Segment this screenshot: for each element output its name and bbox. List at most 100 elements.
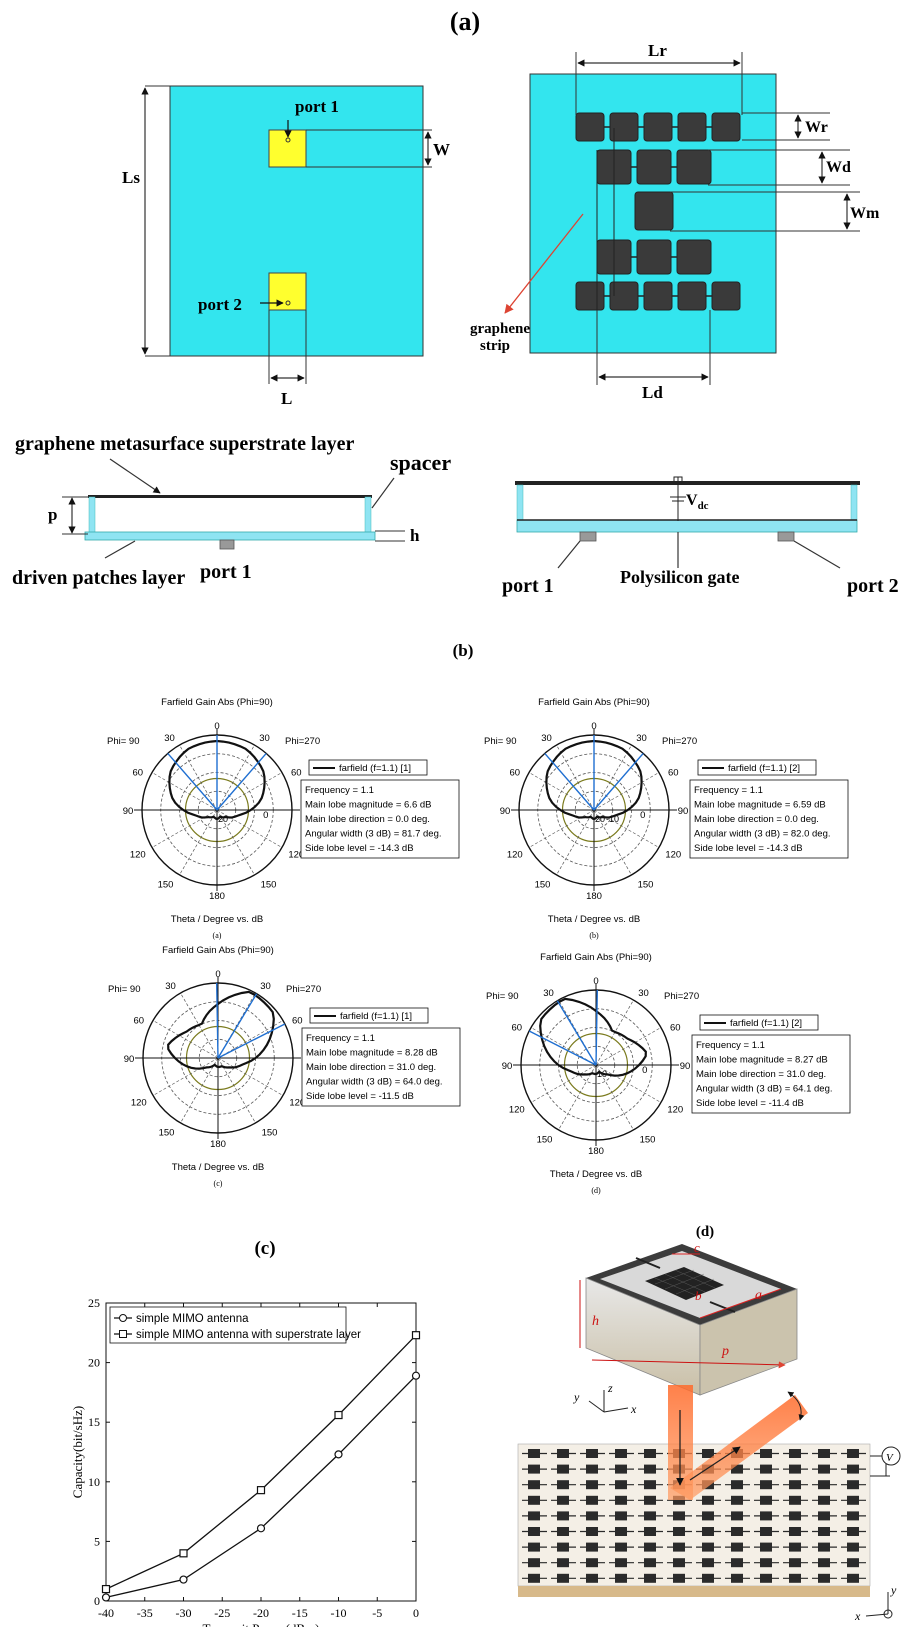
label-y-bottom: y	[890, 1583, 897, 1597]
data-point-square	[411, 1331, 421, 1340]
polar-tick-label: 30	[165, 981, 176, 992]
polar-tick-label: 120	[131, 1098, 147, 1109]
x-tick-label: -40	[98, 1606, 114, 1620]
polar-legend-text: farfield (f=1.1) [1]	[339, 763, 411, 774]
main-lobe-line	[593, 752, 644, 811]
polar-info-line: Frequency = 1.1	[305, 785, 374, 796]
label-h: h	[410, 526, 420, 545]
polar-grid-spoke	[593, 744, 632, 811]
polar-info-line: Side lobe level = -11.4 dB	[696, 1098, 804, 1109]
polar-tick-label: 30	[260, 981, 271, 992]
polar-tick-label: 120	[667, 1105, 683, 1116]
phi-left-label: Phi= 90	[107, 736, 140, 747]
polar-grid-spoke	[179, 809, 218, 876]
polar-tick-label: 0	[591, 721, 596, 732]
phi-right-label: Phi=270	[664, 991, 699, 1002]
polar-tick-label: 0	[593, 976, 598, 987]
polar-grid-spoke	[595, 1064, 662, 1103]
polar-tick-label: 0	[642, 1065, 647, 1076]
polar-info-line: Angular width (3 dB) = 82.0 deg.	[694, 829, 831, 840]
capacity-chart: -40 -35 -30 -25 -20 -15 -10 -5 0 0 5 10 15 20 25 Transm…	[70, 1296, 421, 1627]
polar-info-line: Frequency = 1.1	[694, 785, 763, 796]
polar-grid-spoke	[556, 809, 595, 876]
label-graphene: graphene	[470, 321, 530, 337]
polar-tick-label: 180	[210, 1139, 226, 1150]
label-port1-side: port 1	[200, 561, 252, 583]
main-lobe-line	[544, 752, 595, 811]
substrate-left	[169, 85, 424, 357]
label-Wr: Wr	[805, 119, 828, 136]
chart-legend-box	[109, 1306, 347, 1344]
graphene-cell	[609, 112, 639, 142]
polar-ring-label: -10	[606, 814, 619, 824]
polar-info-line: Side lobe level = -11.5 dB	[306, 1091, 414, 1102]
polar-tick-label: 30	[259, 733, 270, 744]
graphene-cell	[575, 281, 605, 311]
polar-info-line: Main lobe direction = 31.0 deg.	[306, 1062, 436, 1073]
polar-grid-spoke	[556, 744, 595, 811]
label-Wm: Wm	[850, 205, 880, 222]
phi-left-label: Phi= 90	[108, 984, 141, 995]
x-tick-label: -30	[176, 1606, 192, 1620]
polar-tick-label: 150	[640, 1134, 656, 1145]
graphene-cell	[677, 281, 707, 311]
polar-legend-box	[697, 759, 817, 776]
polar-tick-label: 180	[209, 891, 225, 902]
figure-label-c: (c)	[254, 1238, 275, 1259]
graphene-cell	[636, 239, 672, 275]
y-tick-label: 10	[88, 1475, 100, 1489]
graphene-cell	[575, 112, 605, 142]
polar-info-line: Main lobe direction = 0.0 deg.	[694, 814, 819, 825]
polar-tick-label: 120	[509, 1105, 525, 1116]
polar-grid-spoke	[217, 1057, 256, 1124]
polar-tick-label: 150	[535, 879, 551, 890]
polar-tick-label: 90	[500, 806, 511, 817]
x-tick-label: -25	[214, 1606, 230, 1620]
superstrate-bar-left	[88, 495, 372, 498]
array-substrate	[517, 1443, 871, 1587]
polar-tick-label: 0	[640, 810, 645, 821]
data-point-circle	[256, 1524, 266, 1533]
polar-tick-label: 90	[502, 1061, 513, 1072]
spacer-left-wall	[88, 496, 96, 534]
polar-info-line: Angular width (3 dB) = 64.1 deg.	[696, 1084, 833, 1095]
y-tick-label: 0	[94, 1594, 100, 1608]
polar-tick-label: 180	[588, 1146, 604, 1157]
polar-legend-text: farfield (f=1.1) [2]	[730, 1018, 802, 1029]
polar-plot-1: Farfield Gain Abs (Phi=90) Phi= 90 Phi=270…	[107, 697, 460, 940]
polar-info-line: Angular width (3 dB) = 81.7 deg.	[305, 829, 442, 840]
polar-sublabel: (b)	[589, 931, 599, 940]
label-y-top: y	[573, 1390, 580, 1404]
label-b: b	[695, 1288, 702, 1303]
label-a: a	[755, 1288, 762, 1303]
main-lobe-line	[556, 1000, 597, 1066]
graphene-cell	[634, 191, 674, 231]
polar-legend-box	[308, 759, 428, 776]
farfield-polar-plots: Farfield Gain Abs (Phi=90) Phi= 90 Phi=270…	[107, 697, 851, 1195]
label-c: c	[694, 1240, 700, 1255]
label-polysilicon-gate: Polysilicon gate	[620, 567, 740, 587]
polar-grid-spoke	[593, 809, 632, 876]
label-vdc: Vdc	[686, 492, 709, 512]
phi-left-label: Phi= 90	[486, 991, 519, 1002]
data-point-square	[334, 1410, 343, 1420]
label-port2: port 2	[198, 295, 242, 314]
polar-tick-label: 30	[164, 733, 175, 744]
data-point-square	[179, 1549, 188, 1558]
polar-title: Farfield Gain Abs (Phi=90)	[162, 945, 274, 956]
polar-grid-spoke	[217, 1057, 284, 1096]
legend-marker	[119, 1330, 127, 1338]
polar-info-box	[301, 1027, 461, 1107]
label-port1-right: port 1	[502, 575, 554, 597]
polar-tick-label: 120	[665, 850, 681, 861]
data-point-square	[101, 1584, 111, 1594]
main-lobe-line	[167, 752, 218, 811]
substrate-bar-left	[84, 531, 376, 541]
polar-info-line: Main lobe magnitude = 8.27 dB	[696, 1055, 828, 1066]
metasurface-array: V	[517, 1385, 901, 1597]
data-point-circle	[334, 1450, 343, 1459]
y-tick-label: 20	[88, 1356, 100, 1370]
polar-grid-spoke	[593, 772, 660, 811]
polar-tick-label: 120	[507, 850, 523, 861]
polar-grid-spoke	[595, 1064, 634, 1131]
